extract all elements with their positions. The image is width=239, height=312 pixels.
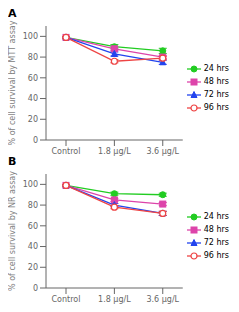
svg-text:40: 40: [28, 242, 38, 251]
html-text:72 hrs: 72 hrs: [203, 238, 229, 247]
svg-text:80: 80: [28, 53, 38, 62]
html-text:48 hrs: 48 hrs: [203, 77, 229, 86]
svg-text:Control: Control: [52, 295, 81, 304]
svg-text:40: 40: [28, 94, 38, 103]
svg-text:100: 100: [23, 32, 38, 41]
html-text:96 hrs: 96 hrs: [203, 251, 229, 260]
svg-text:% of cell survival by MTT assa: % of cell survival by MTT assay: [8, 20, 17, 145]
svg-text:1.8 μg/L: 1.8 μg/L: [98, 295, 131, 304]
svg-text:100: 100: [23, 180, 38, 189]
html-text:72 hrs: 72 hrs: [203, 90, 229, 99]
svg-text:% of cell survival by NR assay: % of cell survival by NR assay: [8, 171, 17, 291]
svg-text:0: 0: [33, 136, 38, 145]
svg-text:Control: Control: [52, 147, 81, 156]
svg-text:80: 80: [28, 201, 38, 210]
svg-text:3.6 μg/L: 3.6 μg/L: [146, 147, 179, 156]
svg-text:0: 0: [33, 284, 38, 293]
html-text:24 hrs: 24 hrs: [203, 64, 229, 73]
svg-text:60: 60: [28, 74, 38, 83]
html-text:48 hrs: 48 hrs: [203, 225, 229, 234]
html-text:A: A: [8, 7, 17, 20]
html-text:96 hrs: 96 hrs: [203, 103, 229, 112]
svg-text:20: 20: [28, 263, 38, 272]
html-text:B: B: [8, 155, 17, 168]
svg-text:1.8 μg/L: 1.8 μg/L: [98, 147, 131, 156]
svg-text:60: 60: [28, 222, 38, 231]
html-text:24 hrs: 24 hrs: [203, 212, 229, 221]
svg-text:20: 20: [28, 115, 38, 124]
svg-text:3.6 μg/L: 3.6 μg/L: [146, 295, 179, 304]
